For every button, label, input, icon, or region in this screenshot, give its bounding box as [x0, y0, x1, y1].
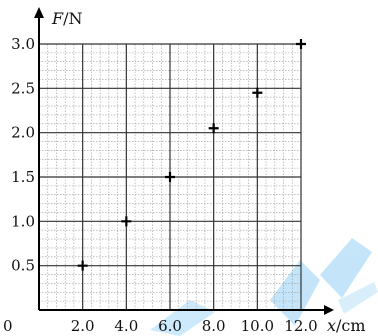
y-tick-label: 1.0	[11, 212, 35, 230]
y-axis-arrow-icon	[34, 7, 44, 18]
x-axis-variable: x	[327, 316, 336, 335]
x-tick-label: 2.0	[71, 317, 95, 335]
y-axis-variable: F	[51, 9, 64, 28]
y-tick-label: 0.5	[11, 257, 35, 275]
x-tick-label: 4.0	[114, 317, 138, 335]
data-point	[296, 39, 306, 49]
watermark-stroke-3	[320, 238, 372, 298]
y-tick-label: 1.5	[11, 168, 35, 186]
data-point	[165, 172, 175, 182]
origin-label: 0	[3, 317, 13, 335]
y-tick-label: 2.0	[11, 124, 35, 142]
x-tick-label: 6.0	[158, 317, 182, 335]
y-axis-unit: N	[69, 9, 83, 28]
watermark-stroke-4	[338, 282, 378, 314]
y-tick-label: 3.0	[11, 35, 35, 53]
x-tick-label: 12.0	[284, 317, 317, 335]
data-points	[77, 39, 306, 271]
x-tick-label: 10.0	[241, 317, 274, 335]
data-point	[77, 260, 88, 271]
x-axis-label: x/cm	[327, 316, 366, 335]
x-axis-separator: /	[336, 316, 342, 335]
x-axis-arrow-icon	[324, 305, 334, 315]
y-axis-label: F/N	[51, 9, 83, 28]
y-tick-label: 2.5	[11, 79, 35, 97]
y-axis-separator: /	[63, 9, 69, 28]
data-point	[121, 216, 132, 227]
axes	[34, 7, 334, 315]
x-tick-label: 8.0	[202, 317, 226, 335]
x-axis-unit: cm	[341, 316, 365, 335]
y-tick-labels: 0.5 1.0 1.5 2.0 2.5 3.0	[11, 35, 35, 275]
data-point	[252, 87, 263, 98]
x-tick-labels: 2.0 4.0 6.0 8.0 10.0 12.0	[71, 317, 318, 335]
data-point	[208, 123, 219, 134]
